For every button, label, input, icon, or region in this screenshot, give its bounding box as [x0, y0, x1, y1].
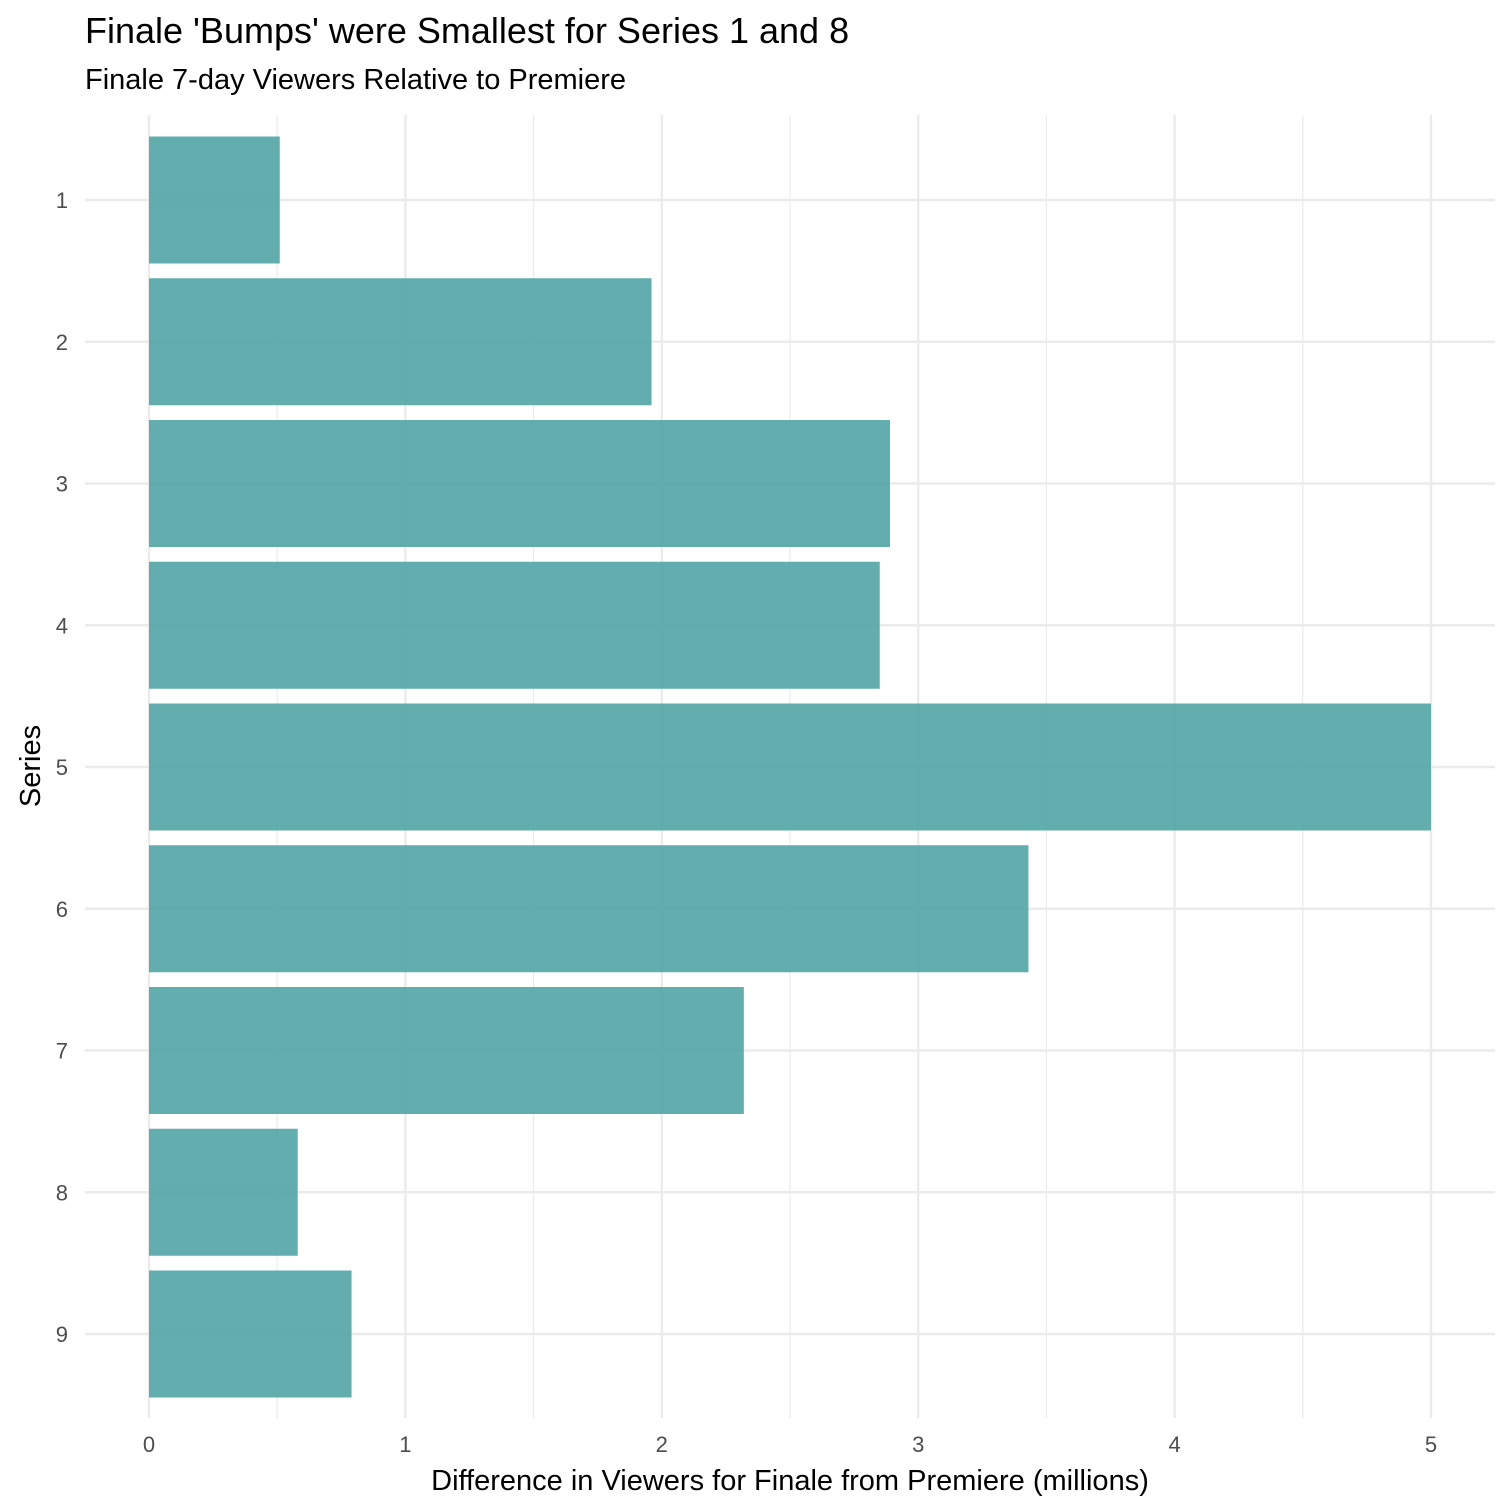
bar-series-2 — [149, 278, 652, 406]
x-tick-label: 2 — [656, 1432, 668, 1457]
x-tick-label: 4 — [1168, 1432, 1180, 1457]
x-tick-label: 0 — [143, 1432, 155, 1457]
y-tick-label: 9 — [56, 1322, 68, 1347]
y-tick-label: 5 — [56, 755, 68, 780]
y-tick-label: 7 — [56, 1039, 68, 1064]
y-tick-label: 3 — [56, 472, 68, 497]
y-tick-label: 8 — [56, 1180, 68, 1205]
y-tick-label: 6 — [56, 897, 68, 922]
x-axis-tick-labels: 0 1 2 3 4 5 — [143, 1432, 1437, 1457]
bar-series-8 — [149, 1128, 298, 1256]
bar-series-1 — [149, 136, 280, 264]
y-tick-label: 2 — [56, 330, 68, 355]
bar-series-3 — [149, 420, 890, 547]
y-tick-label: 1 — [56, 188, 68, 213]
y-tick-label: 4 — [56, 613, 68, 638]
bar-series-7 — [149, 987, 744, 1114]
chart-title: Finale 'Bumps' were Smallest for Series … — [85, 10, 850, 51]
bar-series-6 — [149, 845, 1029, 973]
bar-series-4 — [149, 561, 880, 689]
bars — [149, 136, 1431, 1398]
x-tick-label: 3 — [912, 1432, 924, 1457]
x-tick-label: 5 — [1425, 1432, 1437, 1457]
bar-series-9 — [149, 1270, 352, 1398]
chart-subtitle: Finale 7-day Viewers Relative to Premier… — [85, 64, 627, 96]
y-axis-title: Series — [15, 725, 47, 807]
y-axis-tick-labels: 1 2 3 4 5 6 7 8 9 — [56, 188, 68, 1347]
bar-series-5 — [149, 703, 1431, 831]
x-tick-label: 1 — [399, 1432, 411, 1457]
x-axis-title: Difference in Viewers for Finale from Pr… — [431, 1465, 1149, 1497]
